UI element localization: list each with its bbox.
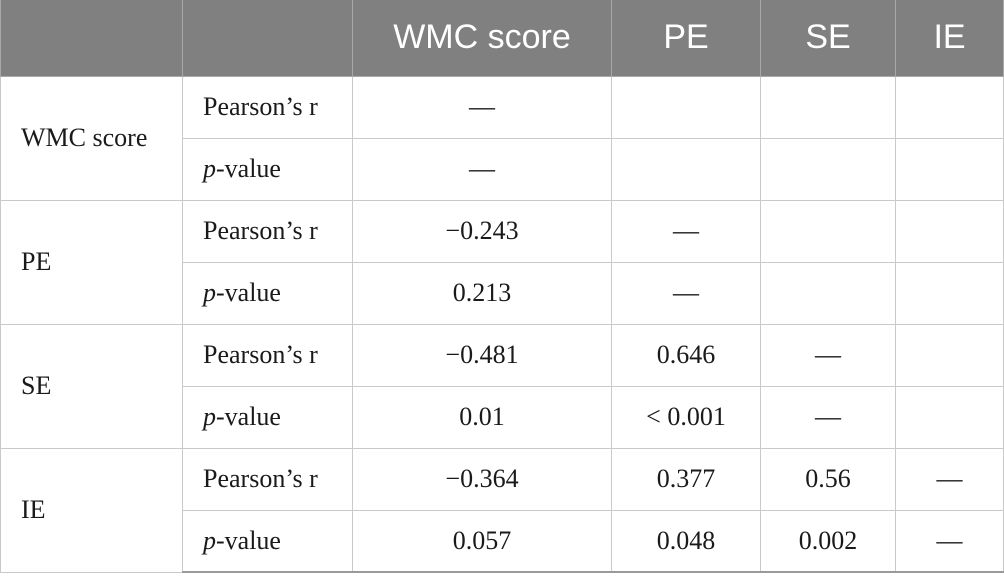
header-cell-wmc-score: WMC score: [352, 0, 612, 77]
value-cell: −0.481: [352, 323, 612, 387]
table-row: IE Pearson’s r −0.364 0.377 0.56 —: [0, 447, 1004, 573]
value-cell: [895, 323, 1004, 387]
stat-label: Pearson’s r: [182, 199, 353, 263]
stat-prefix: p: [203, 278, 216, 307]
value-cell: [760, 75, 896, 139]
value-cell: 0.002: [760, 509, 896, 573]
stat-suffix: -value: [216, 402, 281, 431]
variable-label: IE: [0, 447, 183, 573]
value-cell: 0.01: [352, 385, 612, 449]
header-cell-pe: PE: [611, 0, 761, 77]
value-cell: —: [895, 509, 1004, 573]
stat-suffix: -value: [216, 278, 281, 307]
stat-prefix: p: [203, 154, 216, 183]
stat-label: p-value: [182, 261, 353, 325]
table-row: PE Pearson’s r −0.243 —: [0, 199, 1004, 325]
value-cell: [611, 75, 761, 139]
stat-prefix: p: [203, 525, 216, 555]
value-cell: [760, 137, 896, 201]
value-cell: 0.057: [352, 509, 612, 573]
value-cell: 0.646: [611, 323, 761, 387]
table-row: SE Pearson’s r −0.481 0.646 —: [0, 323, 1004, 449]
value-cell: [611, 137, 761, 201]
value-cell: —: [895, 447, 1004, 511]
value-cell: 0.048: [611, 509, 761, 573]
stat-label: Pearson’s r: [182, 323, 353, 387]
stat-suffix: -value: [216, 154, 281, 183]
value-cell: [895, 137, 1004, 201]
value-cell: —: [352, 75, 612, 139]
stat-suffix: Pearson’s r: [203, 92, 318, 121]
value-cell: [895, 199, 1004, 263]
value-cell: < 0.001: [611, 385, 761, 449]
value-cell: —: [611, 199, 761, 263]
table-row: p-value 0.057 0.048 0.002 —: [1, 509, 1004, 573]
header-cell-empty-1: [0, 0, 183, 77]
value-cell: 0.56: [760, 447, 896, 511]
value-cell: [895, 75, 1004, 139]
stat-label: p-value: [182, 509, 353, 573]
stat-suffix: Pearson’s r: [203, 216, 318, 245]
stat-suffix: -value: [216, 525, 281, 555]
stat-label: Pearson’s r: [182, 447, 353, 511]
value-cell: [895, 385, 1004, 449]
stat-label: Pearson’s r: [182, 75, 353, 139]
value-cell: 0.377: [611, 447, 761, 511]
value-cell: 0.213: [352, 261, 612, 325]
header-row: WMC score PE SE IE: [0, 0, 1004, 77]
header-cell-se: SE: [760, 0, 896, 77]
stat-suffix: Pearson’s r: [203, 464, 318, 493]
value-cell: —: [611, 261, 761, 325]
variable-label: SE: [0, 323, 183, 449]
stat-label: p-value: [182, 137, 353, 201]
value-cell: −0.243: [352, 199, 612, 263]
value-cell: [760, 261, 896, 325]
variable-label: PE: [0, 199, 183, 325]
stat-label: p-value: [182, 385, 353, 449]
table-row: WMC score Pearson’s r —: [0, 75, 1004, 201]
value-cell: −0.364: [352, 447, 612, 511]
value-cell: —: [760, 385, 896, 449]
table-row: p-value —: [1, 137, 1004, 201]
value-cell: [760, 199, 896, 263]
stat-suffix: Pearson’s r: [203, 340, 318, 369]
variable-label: WMC score: [0, 75, 183, 201]
header-cell-ie: IE: [895, 0, 1004, 77]
table-row: p-value 0.01 < 0.001 —: [1, 385, 1004, 449]
value-cell: [895, 261, 1004, 325]
value-cell: —: [352, 137, 612, 201]
correlation-table: WMC score PE SE IE WMC score Pearson’s r…: [0, 0, 1004, 573]
header-cell-empty-2: [182, 0, 353, 77]
stat-prefix: p: [203, 402, 216, 431]
value-cell: —: [760, 323, 896, 387]
table-row: p-value 0.213 —: [1, 261, 1004, 325]
